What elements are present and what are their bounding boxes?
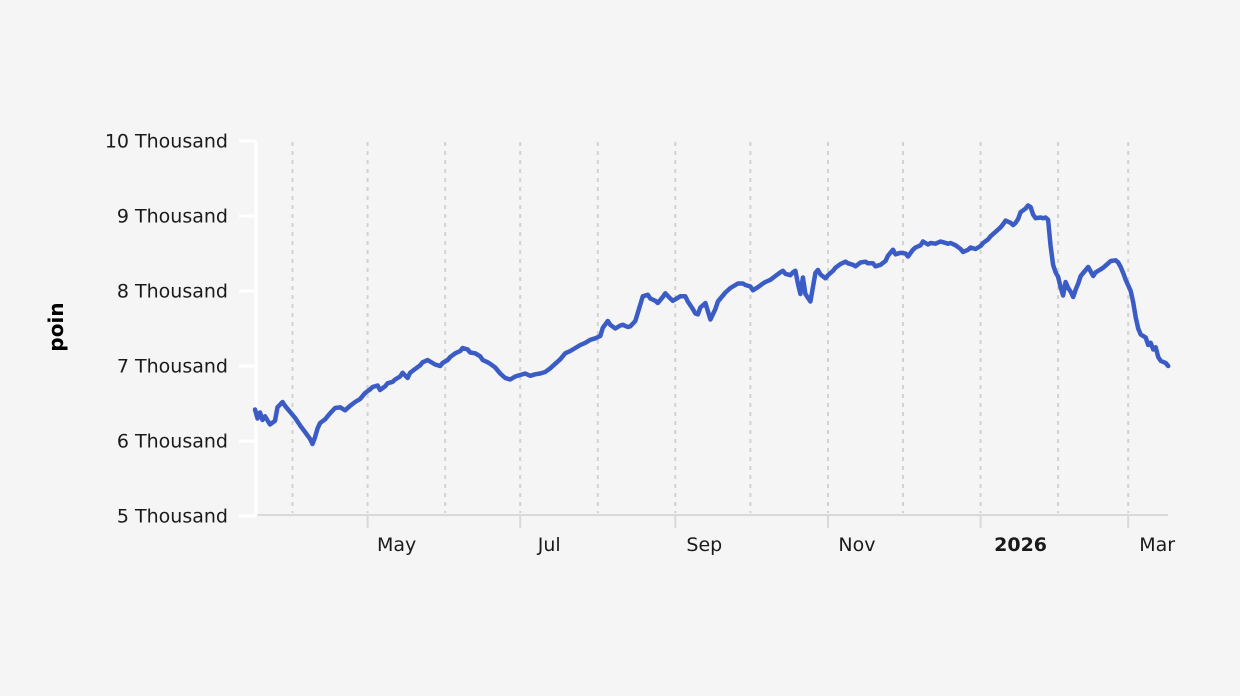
x-axis-label: Nov: [838, 534, 875, 556]
y-axis-label: 5 Thousand: [117, 506, 228, 528]
y-axis-label: 6 Thousand: [117, 431, 228, 453]
data-series-line: [252, 203, 1171, 447]
x-axis-label: Jul: [537, 534, 561, 556]
y-axis-label: 9 Thousand: [117, 206, 228, 228]
x-axis-label: 2026: [994, 534, 1047, 556]
x-axis-label: Mar: [1139, 534, 1175, 556]
x-axis-label: May: [377, 534, 416, 556]
x-axis-label: Sep: [686, 534, 722, 556]
y-axis-label: 10 Thousand: [105, 131, 228, 153]
y-axis-label: 7 Thousand: [117, 356, 228, 378]
y-axis-label: 8 Thousand: [117, 281, 228, 303]
